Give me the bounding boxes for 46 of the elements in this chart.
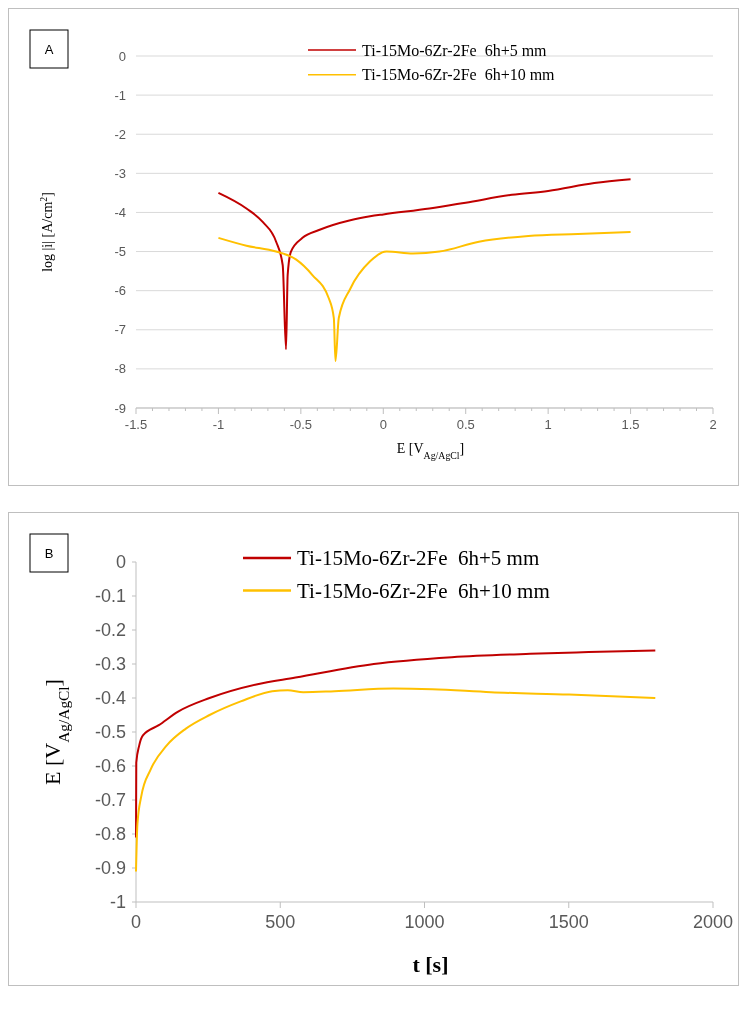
y-tick-label: -3	[114, 165, 126, 181]
x-tick-label: 1500	[548, 912, 589, 932]
x-tick-label: -1.5	[124, 417, 148, 432]
x-tick-label: 1000	[404, 912, 445, 932]
text: B	[44, 546, 54, 561]
x-tick-label: 1.5	[621, 417, 640, 432]
x-axis-title: E [V$_{Ag/AgCl}$]	[396, 441, 465, 461]
y-tick-label: -0.7	[94, 790, 126, 810]
line-series	[135, 687, 657, 873]
y-tick-label: -6	[114, 283, 126, 299]
line-series	[135, 649, 657, 839]
y-tick-label: -0.4	[94, 688, 126, 708]
line-series	[217, 231, 632, 363]
y-tick-label: 0	[118, 48, 126, 64]
x-tick-label: 500	[265, 912, 296, 932]
y-tick-label: -0.1	[94, 586, 126, 606]
x-tick-label: 2	[709, 417, 717, 432]
y-tick-label: -7	[114, 322, 126, 338]
y-tick-label: -9	[114, 400, 126, 416]
legend-label: Ti-15Mo-6Zr-2Fe 6h+5 mm	[362, 41, 548, 59]
text: A	[44, 42, 54, 57]
legend-label: Ti-15Mo-6Zr-2Fe 6h+10 mm	[362, 66, 556, 84]
y-tick-label: -8	[114, 361, 126, 377]
y-tick-label: -0.8	[94, 824, 126, 844]
line-series	[217, 178, 632, 351]
x-tick-label: 0	[130, 912, 142, 932]
legend-label: Ti-15Mo-6Zr-2Fe 6h+10 mm	[297, 578, 550, 603]
x-tick-label: 1	[544, 417, 552, 432]
y-tick-label: 0	[115, 552, 126, 572]
y-tick-label: -0.6	[94, 756, 126, 776]
x-tick-label: -0.5	[289, 417, 313, 432]
x-tick-label: 2000	[692, 912, 734, 932]
legend-label: Ti-15Mo-6Zr-2Fe 6h+5 mm	[297, 546, 540, 571]
x-tick-label: 0	[379, 417, 387, 432]
y-tick-label: -0.5	[94, 722, 126, 742]
x-tick-label: -1	[212, 417, 225, 432]
y-tick-label: -0.2	[94, 620, 126, 640]
y-tick-label: -4	[114, 204, 126, 220]
y-tick-label: -0.3	[94, 654, 126, 674]
y-tick-label: -1	[114, 87, 126, 103]
y-tick-label: -5	[114, 244, 126, 260]
x-tick-label: 0.5	[456, 417, 475, 432]
y-tick-label: -0.9	[94, 858, 126, 878]
y-tick-label: -1	[109, 892, 126, 912]
x-axis-title: t [s]	[412, 952, 449, 977]
y-tick-label: -2	[114, 126, 126, 142]
